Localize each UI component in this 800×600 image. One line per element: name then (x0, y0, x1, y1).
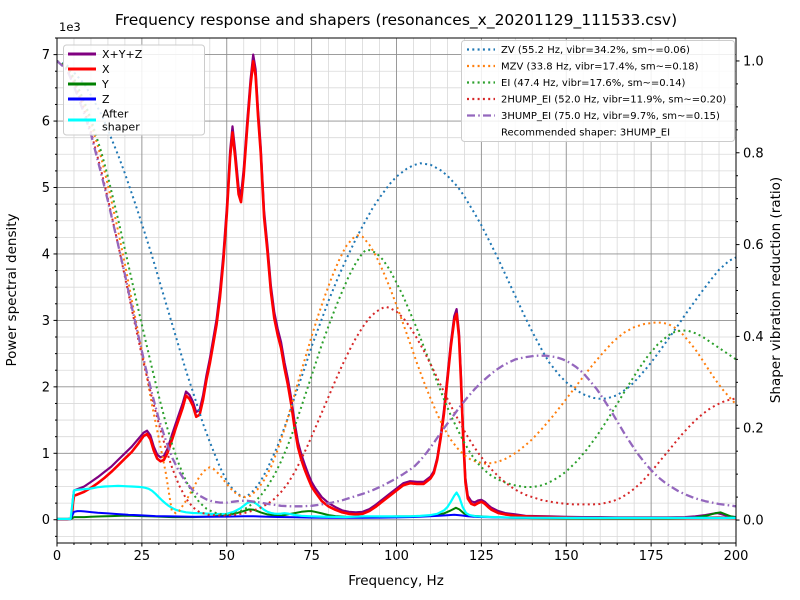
y-left-tick-label: 6 (42, 115, 50, 130)
x-tick-label: 50 (218, 549, 235, 564)
y-right-tick-label: 0.8 (743, 146, 764, 161)
legend-entry-label: shaper (102, 121, 140, 134)
legend-left-frame (63, 44, 205, 136)
x-tick-label: 25 (134, 549, 151, 564)
curve-psd-x-y-z (57, 53, 736, 521)
y-left-tick-label: 5 (42, 181, 50, 196)
y-left-tick-label: 0 (42, 513, 50, 528)
legend-entry-label: Y (101, 78, 109, 91)
tick-labels: 0 25 50 75 100 125 150 175 200 0 1 2 3 4 5 6 7 0.0 0.2 0.4 0… (42, 48, 764, 564)
legend-entry-label: After (102, 108, 129, 121)
legend-recommended-shaper: Recommended shaper: 3HUMP_EI (501, 128, 670, 139)
x-tick-label: 200 (724, 549, 749, 564)
x-tick-label: 175 (639, 549, 664, 564)
legend-entry-label: X (102, 63, 110, 76)
legend-entry-label: ZV (55.2 Hz, vibr=34.2%, sm~=0.06) (501, 45, 690, 56)
legend-entry-label: 3HUMP_EI (75.0 Hz, vibr=9.7%, sm~=0.15) (501, 111, 720, 122)
x-tick-label: 125 (469, 549, 494, 564)
y-right-tick-label: 0.6 (743, 238, 764, 253)
x-tick-label: 100 (384, 549, 409, 564)
y-left-tick-label: 7 (42, 48, 50, 63)
legend-entry-label: X+Y+Z (102, 48, 143, 61)
legend-entry-label: MZV (33.8 Hz, vibr=17.4%, sm~=0.18) (501, 62, 699, 73)
chart-title: Frequency response and shapers (resonanc… (115, 11, 677, 30)
x-tick-label: 150 (554, 549, 579, 564)
ticks (53, 37, 740, 547)
y-axis-left-label: Power spectral density (4, 213, 20, 366)
legend-entry-label: Z (102, 93, 110, 106)
y-right-tick-label: 0.0 (743, 514, 764, 529)
legend-entry-label: 2HUMP_EI (52.0 Hz, vibr=11.9%, sm~=0.20) (501, 95, 726, 106)
x-axis-label: Frequency, Hz (348, 573, 444, 589)
y-axis-offset-label: 1e3 (59, 20, 81, 34)
curve-shaper-mzv (57, 60, 736, 515)
y-left-tick-label: 3 (42, 314, 50, 329)
y-left-tick-label: 2 (42, 380, 50, 395)
y-right-tick-label: 0.4 (743, 330, 764, 345)
legend-right-frame (461, 40, 735, 142)
legend-entry-label: EI (47.4 Hz, vibr=17.6%, sm~=0.14) (501, 78, 686, 89)
y-left-tick-label: 4 (42, 247, 50, 262)
y-right-tick-label: 1.0 (743, 54, 764, 69)
y-right-tick-label: 0.2 (743, 422, 764, 437)
curves (57, 53, 736, 521)
curve-psd-after-shaper (57, 484, 736, 521)
curve-shaper-zv (57, 60, 736, 499)
legend-right: ZV (55.2 Hz, vibr=34.2%, sm~=0.06) MZV (3… (461, 40, 735, 142)
curve-shaper-3hump-ei (57, 60, 736, 508)
chart-root: 0 25 50 75 100 125 150 175 200 0 1 2 3 4 5 6 7 0.0 0.2 0.4 0… (42, 37, 764, 564)
curve-shaper-ei (57, 60, 736, 516)
curve-shaper-2hump-ei (57, 60, 736, 517)
y-left-tick-label: 1 (42, 447, 50, 462)
x-tick-label: 0 (53, 549, 61, 564)
y-axis-right-label: Shaper vibration reduction (ratio) (768, 177, 784, 403)
x-tick-label: 75 (303, 549, 320, 564)
